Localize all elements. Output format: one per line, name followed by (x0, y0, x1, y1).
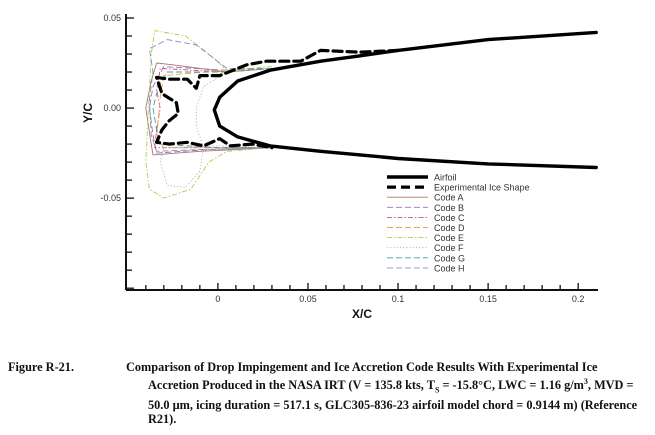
legend-label: Code G (434, 253, 465, 263)
legend-label: Code D (434, 223, 465, 233)
caption-text-part: , MVD = 50.0 µm, icing duration = 517.1 … (148, 377, 638, 427)
series-code-e (145, 30, 272, 199)
axes: 0 0.05 0.1 0.15 0.2 0.05 0.00 -0.05 (100, 13, 598, 304)
legend-label: Airfoil (434, 173, 457, 183)
caption-text-part: Comparison of Drop Impingement and Ice A… (126, 360, 598, 392)
legend-label: Code B (434, 203, 464, 213)
legend-label: Code F (434, 243, 464, 253)
y-tick-label: 0.00 (103, 103, 121, 113)
x-tick-label: 0.05 (299, 294, 317, 304)
series-experimental-ice-shape (155, 48, 400, 150)
figure-caption: Figure R-21. Comparison of Drop Impingem… (8, 360, 648, 427)
x-tick-label: 0.15 (479, 294, 497, 304)
y-tick-label: -0.05 (100, 193, 121, 203)
series-code-f (159, 67, 272, 188)
caption-label: Figure R-21. (8, 360, 75, 374)
caption-subscript: S (434, 385, 440, 395)
x-tick-label: 0 (215, 294, 220, 304)
y-tick-label: 0.05 (103, 13, 121, 23)
series-code-b (148, 66, 272, 154)
caption-text-part: = -15.8°C, LWC = 1.16 g/m (439, 377, 584, 392)
x-axis-label: X/C (352, 307, 372, 321)
series-code-h (148, 39, 272, 152)
x-tick-label: 0.1 (392, 294, 405, 304)
series-airfoil (212, 30, 598, 170)
legend-label: Code A (434, 193, 464, 203)
y-axis-label: Y/C (81, 103, 95, 123)
series-group (145, 30, 598, 199)
series-code-g (152, 67, 272, 149)
legend-label: Experimental Ice Shape (434, 183, 530, 193)
legend-label: Code C (434, 213, 465, 223)
caption-text: Comparison of Drop Impingement and Ice A… (126, 360, 648, 427)
legend-label: Code E (434, 233, 464, 243)
caption-superscript: 3 (583, 376, 588, 386)
chart: 0 0.05 0.1 0.15 0.2 0.05 0.00 -0.05 AirfoilExpe… (81, 13, 598, 321)
x-tick-label: 0.2 (572, 294, 585, 304)
legend-label: Code H (434, 263, 465, 273)
